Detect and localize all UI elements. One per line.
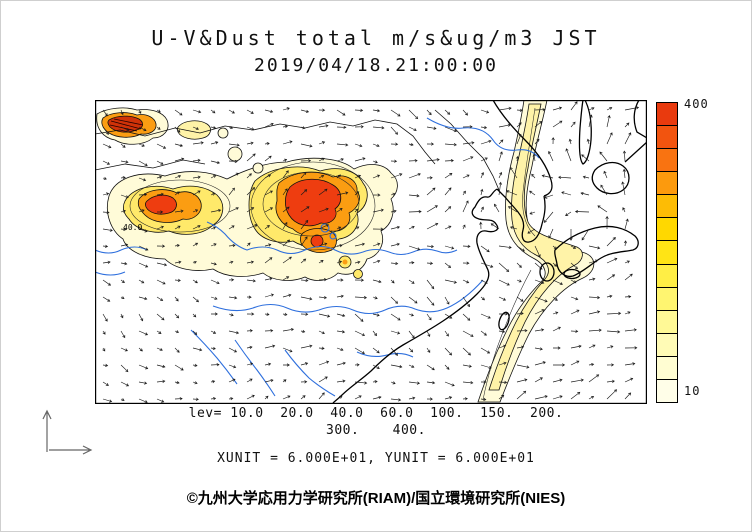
- river-yellow: [206, 221, 458, 256]
- coast-kamchatka: [633, 100, 647, 139]
- colorbar-segment: [657, 241, 677, 265]
- colorbar-segment: [657, 310, 677, 334]
- x-axis-arrow-icon: [49, 445, 93, 455]
- unit-scaling-label: XUNIT = 6.000E+01, YUNIT = 6.000E+01: [217, 451, 535, 466]
- contour-ring-small-2: [227, 146, 243, 162]
- coast-russia: [492, 100, 553, 197]
- colorbar-segment: [657, 264, 677, 288]
- dust-map: 40.0: [95, 100, 647, 404]
- contour-ring-small-1: [217, 127, 229, 139]
- contour-value-label: 40.0: [123, 223, 142, 232]
- colorbar-segment: [657, 126, 677, 150]
- coast-kuril: [624, 141, 647, 163]
- colorbar-segment: [657, 333, 677, 357]
- colorbar-segment: [657, 103, 677, 127]
- coast-sakhalin: [578, 100, 592, 165]
- contour-fill-corner-red: [107, 115, 143, 133]
- map-border: [95, 100, 647, 404]
- contour-levels-line2: 300. 400.: [326, 423, 426, 438]
- contour-levels-line1: lev= 10.0 20.0 40.0 60.0 100. 150. 200.: [188, 406, 564, 421]
- coast-honshu: [554, 225, 639, 278]
- lake-2: [329, 232, 337, 240]
- chart-title: U-V&Dust total m/s&ug/m3 JST: [151, 26, 601, 50]
- contour-ring-small-3: [252, 162, 264, 174]
- map-canvas: 40.0: [95, 100, 647, 404]
- colorbar-segment: [657, 379, 677, 403]
- rivers: [95, 117, 540, 397]
- river-amur: [426, 117, 540, 159]
- colorbar-segment: [657, 172, 677, 196]
- y-axis-arrow-icon: [42, 409, 52, 452]
- coast-kyushu: [539, 262, 555, 282]
- river-yangtze: [212, 279, 484, 315]
- contour-lines: [129, 107, 536, 401]
- colorbar: [656, 102, 678, 403]
- coast-shikoku: [563, 268, 581, 280]
- contour-fill-red-central: [284, 178, 342, 227]
- contour-fill-corner-side: [176, 120, 211, 140]
- country-border-lines: [95, 109, 500, 191]
- colorbar-segment: [657, 356, 677, 380]
- colorbar-min-label: 10: [684, 384, 701, 398]
- coast-china: [332, 188, 499, 404]
- colorbar-segment: [657, 287, 677, 311]
- coast-hokkaido: [591, 161, 630, 195]
- coast-taiwan: [498, 311, 510, 331]
- copyright-credit: ©九州大学応用力学研究所(RIAM)/国立環境研究所(NIES): [186, 490, 566, 507]
- colorbar-segment: [657, 149, 677, 173]
- contour-blob-south-1-core: [342, 259, 348, 265]
- colorbar-segment: [657, 195, 677, 219]
- coastlines: [332, 100, 647, 404]
- colorbar-segment: [657, 218, 677, 242]
- river-pearl: [356, 351, 414, 358]
- contour-blob-south-2: [353, 269, 363, 279]
- dust-fill-regions: [96, 100, 595, 403]
- wind-vector-field: [102, 101, 640, 404]
- contour-fill-red-left: [144, 194, 177, 215]
- axis-orientation-arrows: [42, 409, 93, 455]
- chart-datetime: 2019/04/18.21:00:00: [254, 55, 498, 76]
- coast-korea: [496, 188, 546, 243]
- colorbar-max-label: 400: [684, 97, 709, 111]
